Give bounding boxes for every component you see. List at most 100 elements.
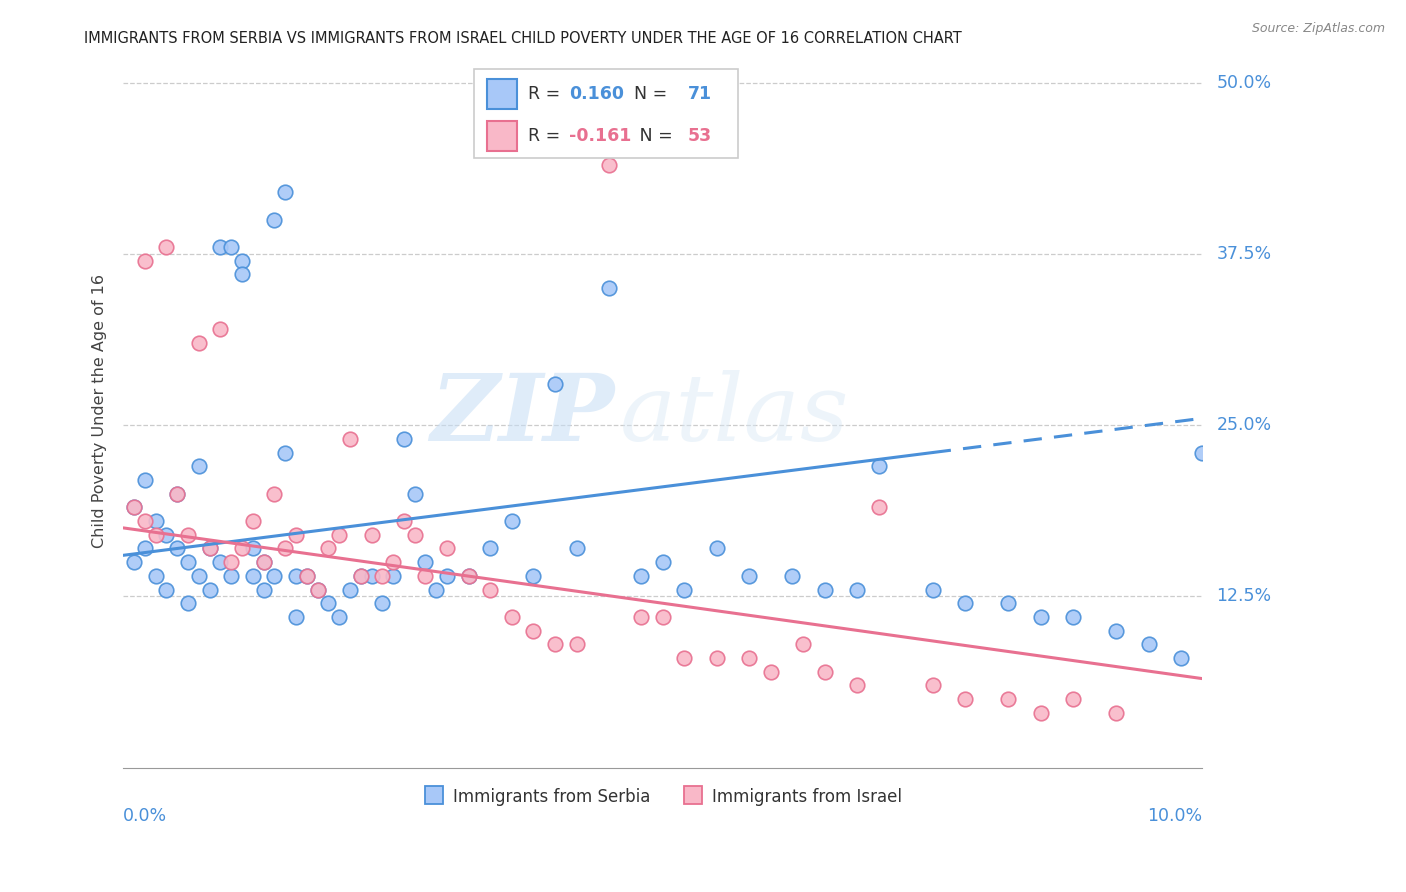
Point — [219, 240, 242, 254]
Point — [145, 527, 167, 541]
Point — [242, 541, 264, 556]
Text: -0.161: -0.161 — [569, 128, 631, 145]
Point — [219, 555, 242, 569]
Text: 0.160: 0.160 — [569, 86, 624, 103]
Text: ZIP: ZIP — [430, 370, 614, 460]
Point — [738, 651, 761, 665]
Point — [295, 569, 318, 583]
Point — [782, 569, 804, 583]
Point — [382, 569, 405, 583]
Point — [122, 500, 145, 515]
Point — [350, 569, 373, 583]
Text: IMMIGRANTS FROM SERBIA VS IMMIGRANTS FROM ISRAEL CHILD POVERTY UNDER THE AGE OF : IMMIGRANTS FROM SERBIA VS IMMIGRANTS FRO… — [84, 31, 962, 46]
Point — [706, 541, 728, 556]
Point — [134, 541, 156, 556]
Point — [166, 486, 188, 500]
Point — [252, 555, 274, 569]
Point — [231, 253, 253, 268]
Point — [1170, 651, 1192, 665]
Point — [921, 678, 943, 692]
Point — [953, 596, 976, 610]
Point — [307, 582, 329, 597]
Point — [263, 212, 285, 227]
Point — [274, 185, 297, 199]
Point — [145, 569, 167, 583]
Point — [252, 582, 274, 597]
Point — [953, 692, 976, 706]
Point — [371, 596, 394, 610]
Point — [544, 637, 567, 651]
Point — [263, 486, 285, 500]
Point — [166, 541, 188, 556]
Point — [274, 445, 297, 459]
Legend: Immigrants from Serbia, Immigrants from Israel: Immigrants from Serbia, Immigrants from … — [418, 781, 908, 813]
Point — [522, 624, 544, 638]
Point — [792, 637, 814, 651]
Point — [339, 582, 361, 597]
Point — [415, 555, 437, 569]
Point — [673, 651, 696, 665]
Point — [187, 569, 209, 583]
Text: R =: R = — [529, 128, 565, 145]
Point — [328, 610, 350, 624]
Y-axis label: Child Poverty Under the Age of 16: Child Poverty Under the Age of 16 — [93, 275, 107, 549]
Text: 25.0%: 25.0% — [1216, 417, 1271, 434]
Text: 12.5%: 12.5% — [1216, 588, 1271, 606]
Point — [134, 473, 156, 487]
Point — [1137, 637, 1160, 651]
Text: N =: N = — [634, 128, 678, 145]
Text: atlas: atlas — [620, 370, 849, 460]
Point — [921, 582, 943, 597]
Text: 71: 71 — [688, 86, 711, 103]
Text: 37.5%: 37.5% — [1216, 244, 1271, 263]
Point — [1105, 624, 1128, 638]
Point — [814, 582, 837, 597]
Point — [1029, 706, 1052, 720]
Point — [295, 569, 318, 583]
Point — [404, 486, 426, 500]
Point — [479, 541, 502, 556]
Point — [134, 514, 156, 528]
Point — [846, 678, 869, 692]
Point — [436, 569, 458, 583]
FancyBboxPatch shape — [486, 121, 517, 151]
Point — [1062, 610, 1084, 624]
Point — [565, 541, 588, 556]
Point — [122, 555, 145, 569]
Point — [814, 665, 837, 679]
Point — [425, 582, 447, 597]
Point — [187, 459, 209, 474]
Point — [457, 569, 479, 583]
Point — [209, 555, 232, 569]
Point — [198, 541, 221, 556]
Point — [404, 527, 426, 541]
Point — [1191, 445, 1213, 459]
Text: 53: 53 — [688, 128, 711, 145]
Point — [219, 569, 242, 583]
Point — [285, 527, 308, 541]
Point — [522, 569, 544, 583]
Point — [242, 569, 264, 583]
Point — [285, 610, 308, 624]
Point — [339, 432, 361, 446]
Point — [382, 555, 405, 569]
Point — [134, 253, 156, 268]
Point — [997, 596, 1019, 610]
Text: Source: ZipAtlas.com: Source: ZipAtlas.com — [1251, 22, 1385, 36]
Point — [630, 569, 652, 583]
Point — [501, 514, 523, 528]
Point — [565, 637, 588, 651]
Point — [177, 527, 200, 541]
Point — [155, 527, 177, 541]
Point — [738, 569, 761, 583]
FancyBboxPatch shape — [486, 79, 517, 110]
Point — [1062, 692, 1084, 706]
Point — [360, 527, 382, 541]
Point — [868, 459, 890, 474]
Point — [501, 610, 523, 624]
Point — [242, 514, 264, 528]
Point — [177, 596, 200, 610]
Point — [868, 500, 890, 515]
Point — [371, 569, 394, 583]
Point — [307, 582, 329, 597]
